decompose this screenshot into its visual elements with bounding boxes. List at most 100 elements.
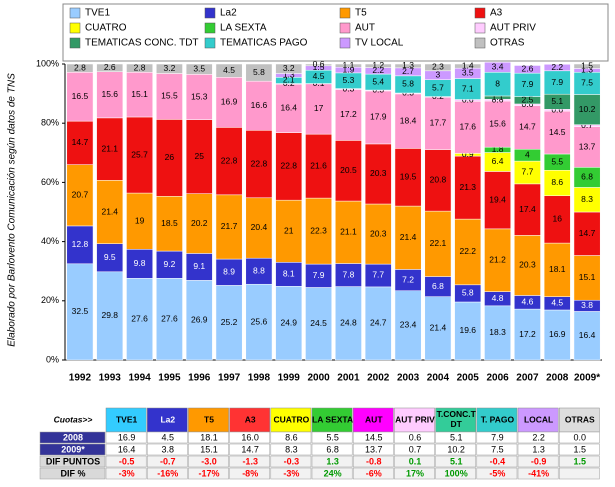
table-cell	[311, 443, 353, 456]
data-label: 17.9	[370, 112, 387, 122]
data-label: 0.7	[581, 120, 593, 130]
table-value: -6%	[366, 468, 382, 478]
table-cell	[394, 443, 435, 456]
bar-segment	[543, 309, 571, 361]
table-cell	[39, 443, 106, 456]
table-value: 2009*	[61, 444, 85, 454]
data-label: 20.8	[430, 175, 447, 185]
table-header-cell	[229, 407, 271, 433]
bar-segment	[335, 200, 362, 264]
bar-segment	[185, 63, 213, 75]
table-value: -0.8	[366, 456, 382, 466]
data-label: 22.1	[430, 238, 447, 248]
table-header-cell	[311, 407, 353, 433]
bar-segment	[126, 192, 153, 250]
x-tick-label: 1992	[69, 373, 92, 384]
data-label: 9.2	[164, 259, 176, 269]
data-label: 20.5	[340, 165, 357, 175]
y-tick-label: 60%	[41, 177, 59, 187]
data-label: 1.4	[462, 60, 474, 70]
bar-segment	[245, 257, 273, 285]
table-header: CUATRO	[274, 414, 310, 424]
bar-segment	[215, 194, 243, 260]
data-label: 3.5	[193, 63, 205, 73]
bar-segment	[305, 133, 332, 199]
x-tick-label: 1995	[158, 373, 181, 384]
table-value: -8%	[242, 468, 258, 478]
data-label: 5.5	[551, 156, 563, 166]
data-label: 4.6	[522, 297, 534, 307]
table-value: 2.2	[532, 432, 545, 442]
data-label: 2.3	[432, 62, 444, 72]
data-label: 24.5	[310, 318, 327, 328]
table-value: -16%	[157, 468, 178, 478]
table-cell	[394, 431, 435, 444]
legend-label: TEMATICAS PAGO	[220, 38, 308, 49]
legend-swatch	[474, 7, 486, 19]
data-label: 8.1	[283, 269, 295, 279]
data-label: 6.8	[432, 281, 444, 291]
data-label: 21.3	[459, 182, 476, 192]
bar-segment	[543, 195, 571, 244]
data-label: 21.6	[310, 160, 327, 170]
data-label: 15.5	[161, 91, 178, 101]
data-label: 25	[195, 151, 205, 161]
legend-label: A3	[490, 8, 503, 19]
y-tick-label: 40%	[41, 236, 59, 246]
table-value: -0.9	[531, 456, 547, 466]
table-cell	[352, 431, 394, 444]
legend-swatch	[69, 7, 81, 19]
x-tick-label: 1996	[188, 373, 211, 384]
data-label: 1.3	[581, 65, 593, 75]
data-label: 19.5	[400, 171, 417, 181]
legend-swatch	[69, 22, 81, 34]
table-value: 14.5	[365, 432, 383, 442]
data-label: 21.2	[489, 254, 506, 264]
legend-label: TEMATICAS CONC. TDT	[85, 38, 199, 49]
table-value: 7.5	[491, 444, 504, 454]
legend-swatch	[339, 22, 351, 34]
data-label: 19.4	[489, 194, 506, 204]
data-label: 25.7	[131, 149, 148, 159]
table-value: DIF %	[60, 468, 85, 478]
data-label: 8	[495, 78, 500, 88]
data-label: 25.6	[251, 316, 268, 326]
data-label: 4.5	[223, 65, 235, 75]
data-label: 1.5	[313, 62, 325, 72]
data-label: 20.3	[370, 228, 387, 238]
data-label: 13.7	[579, 141, 596, 151]
table-value: 7.9	[491, 432, 504, 442]
data-label: 16.4	[579, 330, 596, 340]
x-tick-label: 2005	[457, 373, 480, 384]
bar-segment	[305, 197, 332, 265]
bar-segment	[215, 77, 243, 128]
bar-segment	[126, 278, 153, 361]
x-tick-label: 2006	[486, 373, 509, 384]
bar-segment	[484, 228, 511, 292]
x-tick-label: 2009*	[574, 373, 600, 384]
x-tick-label: 2001	[337, 373, 360, 384]
table-cell	[188, 467, 229, 480]
table-cell	[476, 431, 518, 444]
table-header: AUT	[365, 414, 383, 424]
bar-segment	[543, 64, 571, 72]
data-label: 1.2	[372, 60, 384, 70]
table-header: LOCAL	[524, 414, 553, 424]
data-label: 4.8	[492, 293, 504, 303]
bar-segment	[215, 285, 243, 361]
table-value: 13.7	[365, 444, 383, 454]
legend-swatch	[339, 7, 351, 19]
data-label: 2.2	[551, 62, 563, 72]
table-value: -1.3	[242, 456, 258, 466]
bar-segment	[424, 63, 452, 72]
data-label: 21.4	[430, 323, 447, 333]
table-value: -41%	[528, 468, 549, 478]
table-value: DIF PUNTOS	[46, 456, 100, 466]
bar-segment	[364, 286, 392, 361]
bar-segment	[335, 286, 362, 361]
data-label: 2.5	[522, 95, 534, 105]
table-cell	[146, 467, 188, 480]
table-cell	[311, 431, 353, 444]
table-value: 5.5	[326, 432, 339, 442]
data-label: 20.2	[191, 218, 208, 228]
